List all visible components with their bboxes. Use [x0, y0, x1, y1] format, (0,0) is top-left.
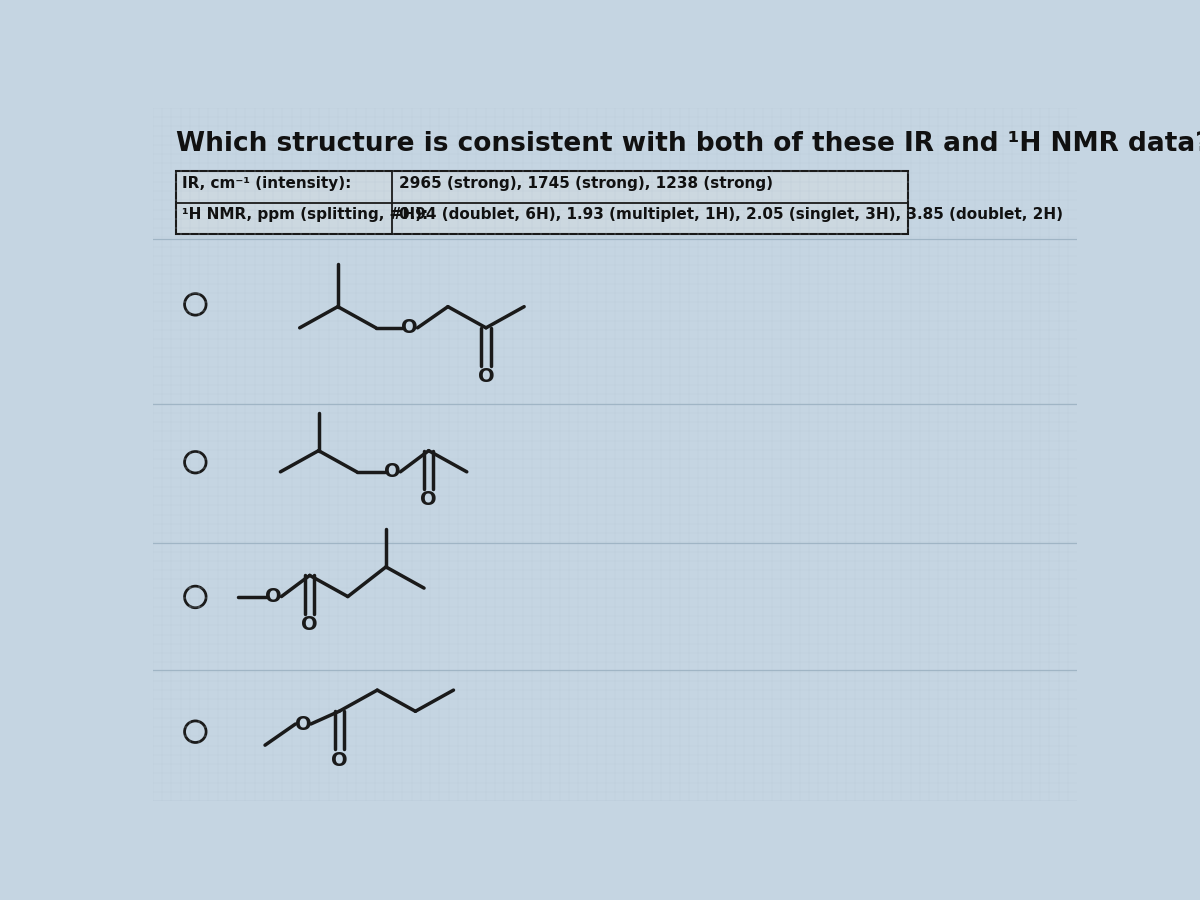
- Text: O: O: [265, 587, 282, 606]
- Text: O: O: [478, 367, 494, 386]
- Text: 0.94 (doublet, 6H), 1.93 (multiplet, 1H), 2.05 (singlet, 3H), 3.85 (doublet, 2H): 0.94 (doublet, 6H), 1.93 (multiplet, 1H)…: [400, 207, 1063, 221]
- Text: O: O: [420, 490, 437, 509]
- Bar: [176, 171, 907, 234]
- Text: O: O: [331, 751, 348, 770]
- Text: Which structure is consistent with both of these IR and ¹H NMR data?: Which structure is consistent with both …: [176, 131, 1200, 158]
- Text: O: O: [301, 615, 318, 634]
- Text: O: O: [384, 463, 401, 482]
- Text: O: O: [402, 319, 418, 338]
- Text: IR, cm⁻¹ (intensity):: IR, cm⁻¹ (intensity):: [182, 176, 352, 191]
- Text: ¹H NMR, ppm (splitting, #H):: ¹H NMR, ppm (splitting, #H):: [182, 207, 428, 221]
- Text: O: O: [295, 715, 312, 733]
- Text: 2965 (strong), 1745 (strong), 1238 (strong): 2965 (strong), 1745 (strong), 1238 (stro…: [400, 176, 774, 191]
